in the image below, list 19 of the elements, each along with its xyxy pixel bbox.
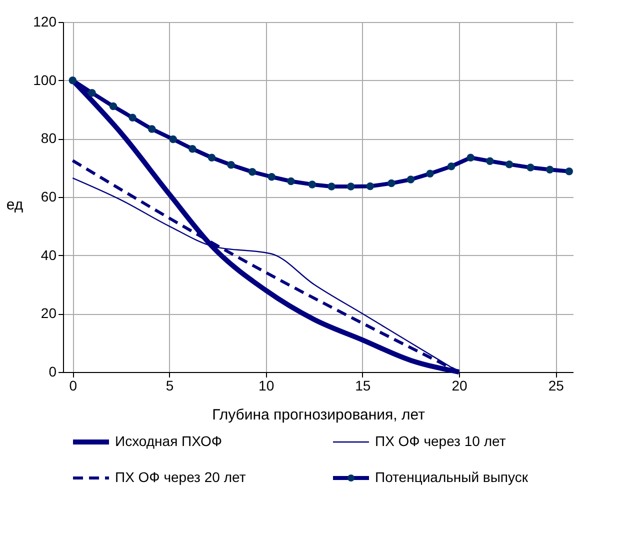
y-tick-label: 60 xyxy=(40,188,57,204)
x-tick-label: 20 xyxy=(452,378,468,394)
y-tick-label: 100 xyxy=(33,72,57,88)
x-tick-label: 0 xyxy=(69,378,78,394)
x-tick-label: 15 xyxy=(355,378,371,394)
y-tick-label: 80 xyxy=(40,130,57,146)
legend-label: ПХ ОФ через 10 лет xyxy=(375,433,506,449)
y-tick-label: 20 xyxy=(40,305,57,322)
legend-label: Потенциальный выпуск xyxy=(375,469,529,485)
x-tick-label: 25 xyxy=(548,378,564,394)
x-tick-label: 10 xyxy=(258,378,274,394)
x-tick-label: 5 xyxy=(166,378,174,394)
y-tick-label: 0 xyxy=(48,364,57,380)
legend-label: ПХ ОФ через 20 лет xyxy=(115,469,246,485)
y-tick-label: 120 xyxy=(33,14,57,30)
y-tick-label: 40 xyxy=(40,246,57,263)
y-axis-title: ед xyxy=(6,196,24,214)
legend-label: Исходная ПХОФ xyxy=(115,433,222,449)
x-axis-title: Глубина прогнозирования, лет xyxy=(212,406,426,424)
